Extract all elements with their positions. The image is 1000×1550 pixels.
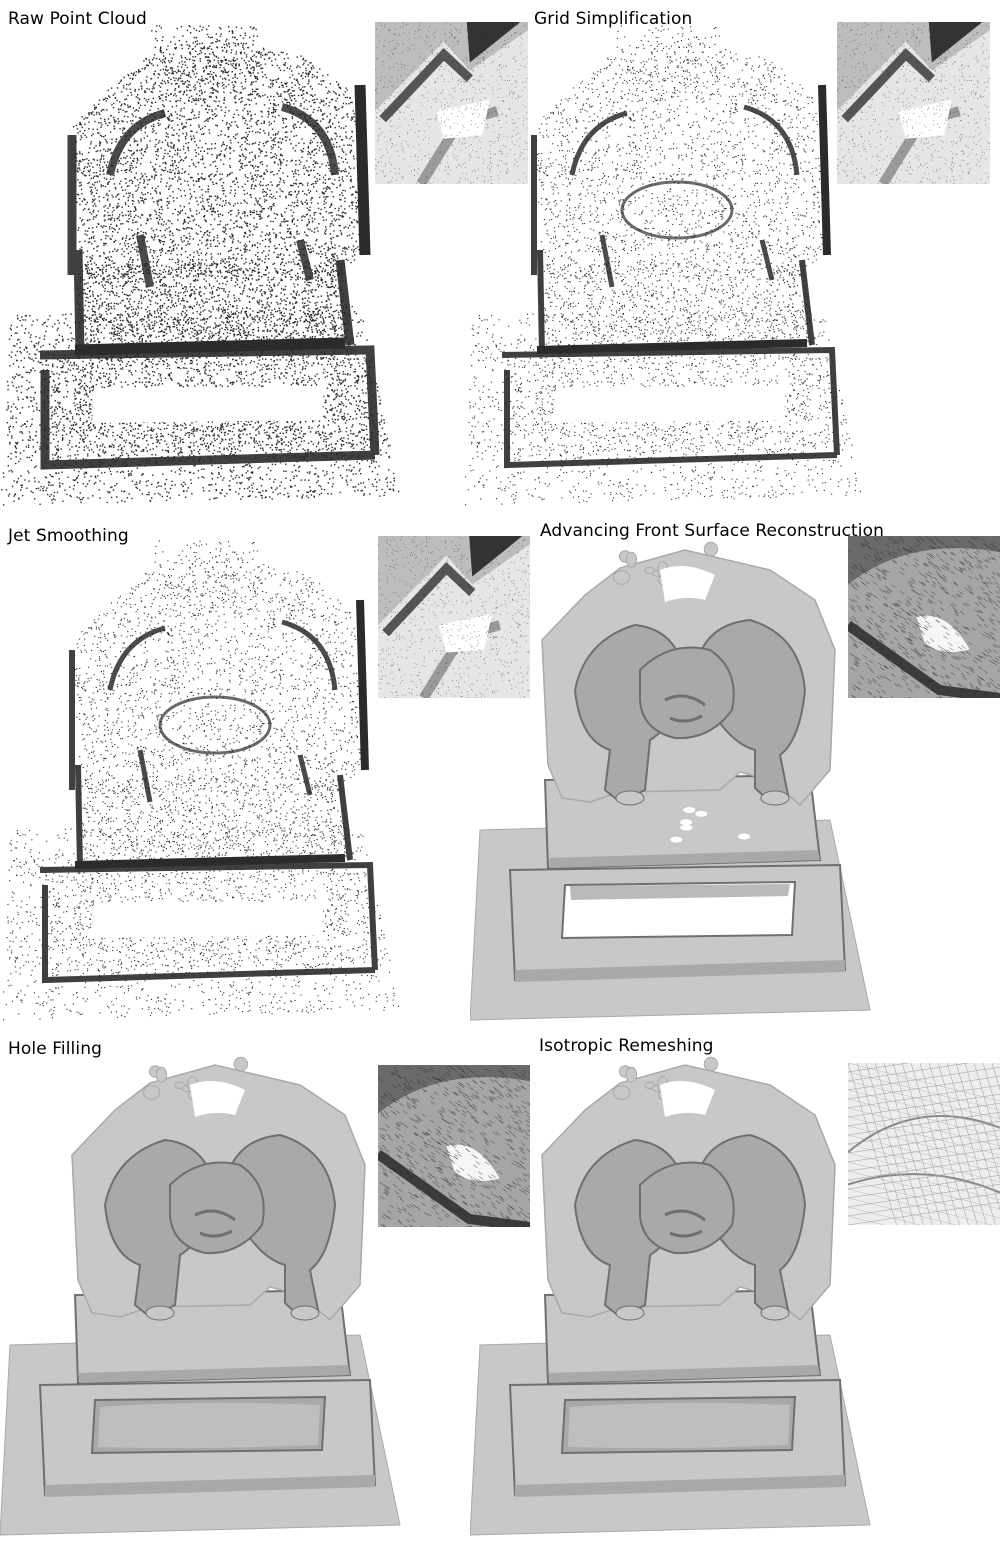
inset-detail-grid-simplification [837,22,990,184]
panel-title: Raw Point Cloud [8,9,147,29]
panel-advancing-front: Advancing Front Surface Reconstruction [470,520,1000,1035]
scene-advancing-front [470,541,871,1021]
scene-grid-simplification [465,25,861,506]
panel-raw-point-cloud: Raw Point Cloud [0,0,530,520]
panel-jet-smoothing: Jet Smoothing [0,520,530,1035]
panel-title: Jet Smoothing [8,526,129,546]
panel-hole-filling: Hole Filling [0,1035,530,1550]
panel-title: Advancing Front Surface Reconstruction [540,521,884,541]
panel-title: Grid Simplification [534,9,692,29]
scene-raw-point-cloud [1,25,400,506]
panel-title: Isotropic Remeshing [539,1036,714,1056]
inset-detail-raw-point-cloud [375,22,528,184]
scene-jet-smoothing [3,540,399,1021]
scene-isotropic-remeshing [470,1056,871,1536]
panel-title: Hole Filling [8,1039,102,1059]
scene-hole-filling [0,1056,401,1536]
panel-grid-simplification: Grid Simplification [462,0,1000,520]
inset-detail-isotropic-remeshing [848,1063,1000,1225]
panel-isotropic-remeshing: Isotropic Remeshing [470,1035,1000,1550]
inset-detail-advancing-front [848,536,1000,698]
inset-detail-jet-smoothing [378,536,530,698]
inset-detail-hole-filling [378,1065,530,1227]
